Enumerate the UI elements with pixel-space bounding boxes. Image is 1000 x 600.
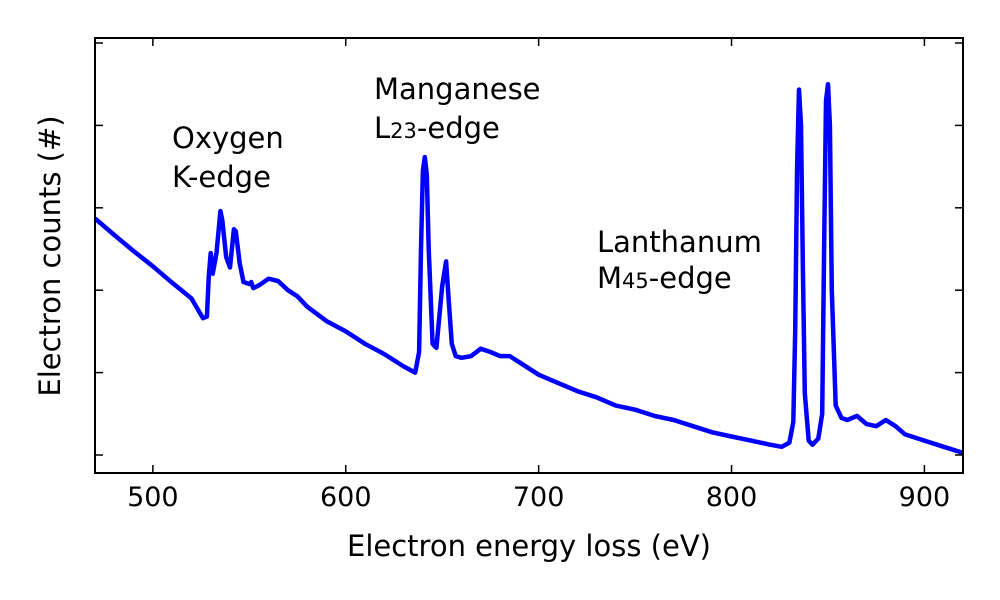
annotation-manganese-symbol: L — [374, 111, 390, 145]
annotation-oxygen-line2: K-edge — [172, 160, 271, 194]
x-axis-label: Electron energy loss (eV) — [347, 529, 711, 563]
annotation-manganese-line1: Manganese — [374, 72, 541, 106]
annotation-lanthanum-edge: -edge — [649, 261, 732, 295]
annotation-lanthanum-symbol: M — [597, 261, 622, 295]
annotation-manganese-line2: L23-edge — [374, 111, 500, 145]
y-axis — [95, 42, 963, 456]
annotation-lanthanum-subscript: 45 — [622, 269, 649, 293]
annotation-manganese: Manganese L23-edge — [374, 72, 541, 145]
annotation-manganese-subscript: 23 — [390, 119, 417, 143]
x-tick-label-500: 500 — [127, 482, 179, 513]
x-axis: 500 600 700 800 900 — [127, 38, 950, 513]
annotation-lanthanum-line2: M45-edge — [597, 261, 732, 295]
plot-frame — [94, 37, 964, 474]
spectrum-line-0 — [93, 81, 964, 456]
x-tick-label-800: 800 — [706, 482, 758, 513]
x-tick-label-900: 900 — [899, 482, 951, 513]
y-axis-label: Electron counts (#) — [33, 115, 67, 396]
annotation-lanthanum: Lanthanum M45-edge — [597, 225, 762, 295]
annotation-lanthanum-line1: Lanthanum — [597, 225, 762, 259]
annotation-manganese-edge: -edge — [417, 111, 500, 145]
x-tick-label-600: 600 — [320, 482, 372, 513]
annotation-oxygen-line1: Oxygen — [172, 121, 284, 155]
annotation-oxygen: Oxygen K-edge — [172, 121, 284, 194]
x-tick-label-700: 700 — [513, 482, 565, 513]
series-layer — [93, 81, 964, 456]
